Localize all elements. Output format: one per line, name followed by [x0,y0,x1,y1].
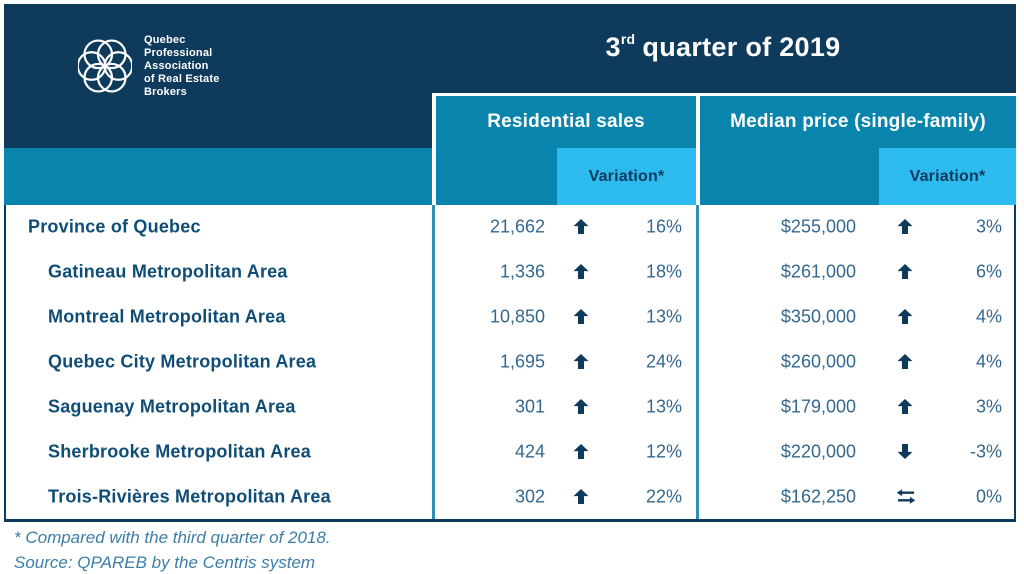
table-row: Quebec City Metropolitan Area 1,695 24% … [4,340,1016,385]
column-header-median-price: Median price (single-family) [700,96,1016,148]
sales-value: 301 [514,396,545,417]
price-variation: -3% [969,441,1002,462]
sales-value: 1,695 [499,351,545,372]
sales-value: 21,662 [489,216,545,237]
subheader-sales-variation: Variation* [557,148,696,205]
price-trend-icon [896,309,916,325]
flower-icon [78,39,132,93]
price-value: $350,000 [780,306,856,327]
table-border-right [1014,205,1016,522]
sales-variation: 13% [645,396,682,417]
title-number: 3 [605,32,621,62]
row-label: Sherbrooke Metropolitan Area [48,441,311,462]
row-label: Gatineau Metropolitan Area [48,261,288,282]
price-variation: 0% [975,486,1002,507]
sales-value: 302 [514,486,545,507]
price-variation: 4% [975,306,1002,327]
price-trend-icon [896,264,916,280]
price-value: $220,000 [780,441,856,462]
price-value: $261,000 [780,261,856,282]
table-border-left [4,205,6,522]
row-label: Saguenay Metropolitan Area [48,396,296,417]
table-row: Trois-Rivières Metropolitan Area 302 22%… [4,474,1016,519]
table-row: Gatineau Metropolitan Area 1,336 18% $26… [4,250,1016,295]
price-variation: 3% [975,216,1002,237]
logo-line: Association [144,59,209,72]
sales-value: 10,850 [489,306,545,327]
sales-trend-icon [572,264,592,280]
footnote-source: Source: QPAREB by the Centris system [14,553,316,572]
logo-line: Brokers [144,85,187,98]
table-row: Montreal Metropolitan Area 10,850 13% $3… [4,295,1016,340]
sales-variation: 24% [645,351,682,372]
table-row: Saguenay Metropolitan Area 301 13% $179,… [4,384,1016,429]
header-background [4,4,1016,93]
price-variation: 4% [975,351,1002,372]
sales-trend-icon [572,309,592,325]
sales-trend-icon [572,399,592,415]
row-label: Quebec City Metropolitan Area [48,351,317,372]
price-trend-icon [896,444,916,460]
price-value: $179,000 [780,396,856,417]
price-trend-icon [896,219,916,235]
footnote-comparison: * Compared with the third quarter of 201… [14,528,331,547]
sales-variation: 13% [645,306,682,327]
sales-value: 1,336 [499,261,545,282]
page-title: 3rd quarter of 2019 [430,31,1016,63]
price-trend-icon [896,489,916,505]
price-variation: 6% [975,261,1002,282]
price-trend-icon [896,354,916,370]
sales-trend-icon [572,354,592,370]
price-trend-icon [896,399,916,415]
subheader-band-left [4,148,432,205]
table-row: Sherbrooke Metropolitan Area 424 12% $22… [4,429,1016,474]
logo-line: of Real Estate [144,72,220,85]
row-label: Montreal Metropolitan Area [48,306,286,327]
sales-variation: 16% [645,216,682,237]
column-header-residential-sales: Residential sales [436,96,696,148]
sales-trend-icon [572,219,592,235]
logo-line: Quebec [144,34,186,46]
price-value: $162,250 [780,486,856,507]
qpareb-logo: Quebec Professional Association of Real … [78,34,220,99]
logo-text: Quebec Professional Association of Real … [144,34,220,99]
title-rest: quarter of 2019 [642,32,841,62]
sales-variation: 12% [645,441,682,462]
table-border-bottom [4,519,1016,522]
price-variation: 3% [975,396,1002,417]
header-left-background [4,93,432,148]
column-divider [432,205,435,519]
title-ordinal: rd [620,31,636,47]
sales-variation: 18% [645,261,682,282]
subheader-price-variation: Variation* [879,148,1016,205]
column-divider [696,205,699,519]
sales-value: 424 [514,441,545,462]
price-value: $255,000 [780,216,856,237]
table-row: Province of Quebec 21,662 16% $255,000 3… [4,205,1016,250]
sales-variation: 22% [645,486,682,507]
row-label: Province of Quebec [28,216,201,237]
price-value: $260,000 [780,351,856,372]
sales-trend-icon [572,489,592,505]
row-label: Trois-Rivières Metropolitan Area [48,486,331,507]
table-body: Province of Quebec 21,662 16% $255,000 3… [4,205,1016,519]
sales-trend-icon [572,444,592,460]
logo-line: Professional [144,46,213,59]
